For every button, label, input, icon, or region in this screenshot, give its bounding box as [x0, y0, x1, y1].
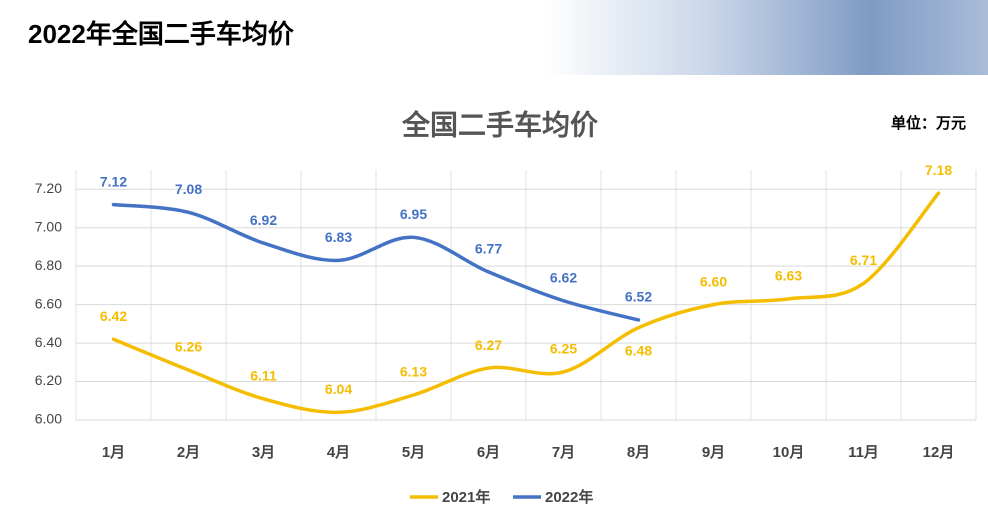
header-banner [0, 0, 988, 75]
data-label: 6.63 [775, 268, 802, 284]
y-tick-label: 6.40 [35, 334, 62, 350]
x-tick-label: 9月 [702, 444, 725, 461]
x-tick-label: 11月 [848, 444, 879, 461]
x-tick-label: 4月 [327, 444, 350, 461]
x-tick-label: 3月 [252, 444, 275, 461]
chart-title: 全国二手车均价 [401, 108, 599, 140]
x-tick-label: 6月 [477, 444, 500, 461]
header-title: 2022年全国二手车均价 [28, 19, 294, 49]
y-tick-label: 7.00 [35, 218, 62, 234]
y-tick-label: 6.80 [35, 257, 62, 273]
data-label: 6.27 [475, 337, 502, 353]
data-label: 6.62 [550, 269, 577, 285]
data-label: 6.26 [175, 339, 202, 355]
data-label: 7.18 [925, 162, 952, 178]
data-label: 6.95 [400, 206, 427, 222]
data-label: 6.42 [100, 308, 127, 324]
x-tick-label: 2月 [177, 444, 200, 461]
x-tick-label: 1月 [102, 444, 125, 461]
series-line [111, 191, 941, 415]
data-label: 7.12 [100, 173, 127, 189]
data-label: 6.60 [700, 273, 727, 289]
x-tick-label: 8月 [627, 444, 650, 461]
unit-label: 单位：万元 [891, 114, 966, 132]
y-tick-label: 7.20 [35, 180, 62, 196]
data-label: 6.48 [625, 342, 652, 358]
data-label: 6.13 [400, 364, 427, 380]
legend-label: 2021年 [442, 488, 490, 506]
y-tick-label: 6.20 [35, 372, 62, 388]
series-line [111, 202, 641, 322]
data-label: 7.08 [175, 181, 202, 197]
data-label: 6.92 [250, 212, 277, 228]
x-tick-label: 7月 [552, 444, 575, 461]
x-tick-label: 12月 [923, 444, 955, 461]
x-tick-label: 5月 [402, 444, 425, 461]
data-label: 6.71 [850, 252, 877, 268]
y-tick-label: 6.60 [35, 295, 62, 311]
legend-label: 2022年 [545, 488, 593, 506]
data-label: 6.83 [325, 229, 352, 245]
data-label: 6.52 [625, 289, 652, 305]
data-label: 6.11 [250, 368, 277, 384]
data-label: 6.04 [325, 381, 352, 397]
x-tick-label: 10月 [773, 444, 805, 461]
data-label: 6.77 [475, 241, 502, 257]
y-tick-label: 6.00 [35, 411, 62, 427]
data-label: 6.25 [550, 341, 577, 357]
